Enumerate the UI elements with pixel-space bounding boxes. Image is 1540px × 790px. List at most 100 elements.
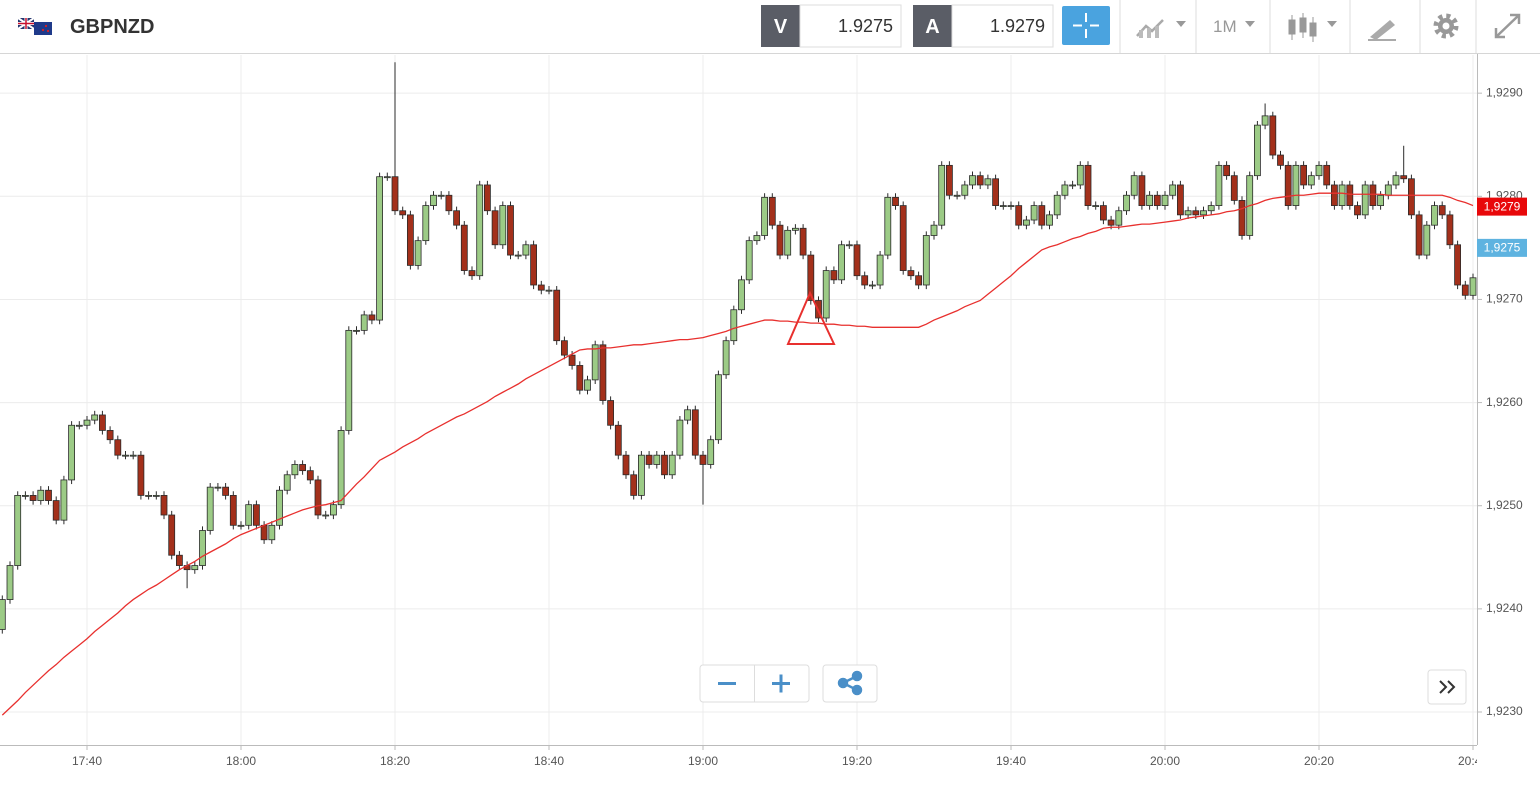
candle-body: [676, 419, 684, 456]
candle-body: [1392, 175, 1400, 186]
candle-body: [1138, 175, 1146, 206]
candle-body: [522, 244, 530, 256]
y-tick-label: 1,9240: [1486, 601, 1523, 615]
toolbar-dividers: [1119, 0, 1477, 53]
candle-body: [976, 175, 984, 186]
candle-body: [430, 194, 437, 206]
candle-body: [1030, 205, 1038, 221]
candle-body: [445, 194, 453, 212]
candle-body: [614, 424, 622, 456]
candle-body: [1338, 184, 1346, 206]
drawing-tools-button[interactable]: [1368, 20, 1396, 41]
x-tick-label: 18:40: [534, 754, 564, 768]
candle-body: [260, 524, 268, 541]
candle-body: [1292, 164, 1300, 206]
candle-style-button[interactable]: [1288, 13, 1337, 42]
candle-body: [353, 329, 360, 332]
candle-body: [1454, 244, 1461, 286]
candle-body: [1069, 184, 1076, 187]
candle-body: [1038, 205, 1046, 226]
candle-body: [206, 486, 214, 531]
candle-body: [745, 240, 753, 281]
candle-body: [799, 227, 807, 256]
ask-button[interactable]: [913, 5, 952, 47]
candle-body: [599, 344, 607, 401]
candle-body: [715, 374, 722, 441]
candle-body: [0, 599, 6, 630]
candle-body: [807, 254, 815, 301]
y-tick-label: 1,9230: [1486, 704, 1523, 718]
candle-body: [1130, 175, 1138, 196]
candle-body: [753, 235, 761, 242]
candle-body: [52, 500, 60, 521]
candle-body: [222, 486, 230, 496]
candle-body: [1123, 194, 1130, 212]
candle-body: [622, 454, 630, 476]
crosshair-icon: [1073, 13, 1099, 38]
bid-button[interactable]: [761, 5, 800, 47]
candle-body: [961, 184, 969, 196]
candle-body: [314, 479, 322, 516]
candle-body: [1192, 210, 1200, 216]
x-tick-label: 20:40: [1458, 754, 1488, 768]
candle-body: [1223, 164, 1230, 177]
price-tag-label: 1,9279: [1484, 199, 1521, 213]
candle-body: [152, 495, 160, 497]
settings-button[interactable]: [1433, 13, 1459, 39]
share-button[interactable]: [822, 664, 878, 703]
candle-body: [1076, 164, 1084, 186]
candle-body: [953, 194, 961, 197]
fullscreen-button[interactable]: [1494, 13, 1521, 39]
candle-body: [1161, 194, 1169, 206]
candle-body: [768, 196, 776, 226]
candle-body: [638, 454, 645, 496]
candle-body: [1300, 164, 1307, 186]
candle-body: [414, 240, 422, 266]
candle-body: [1107, 219, 1115, 226]
candle-body: [1023, 219, 1030, 226]
chart-type-button[interactable]: [1136, 19, 1186, 38]
candle-body: [322, 514, 330, 517]
x-tick-label: 17:40: [72, 754, 102, 768]
x-tick-label: 18:20: [380, 754, 410, 768]
candle-body: [869, 284, 876, 287]
candle-body: [1153, 194, 1161, 206]
candle-body: [1261, 115, 1269, 126]
candle-body: [329, 504, 337, 516]
candle-body: [422, 205, 430, 242]
candle-body: [568, 354, 576, 366]
timeframe[interactable]: 1M: [1213, 17, 1237, 36]
candle-body: [83, 419, 91, 426]
candle-body: [1115, 210, 1123, 226]
candle-body: [245, 504, 253, 526]
candle-body: [1415, 214, 1423, 256]
candle-body: [668, 454, 676, 476]
candle-body: [376, 176, 384, 321]
candle-body: [969, 175, 976, 186]
candle-body: [1331, 184, 1338, 206]
ask-price: 1.9279: [990, 16, 1045, 36]
candle-body: [576, 365, 584, 391]
crosshair-button[interactable]: [1062, 6, 1110, 45]
candle-body: [283, 474, 291, 491]
candle-body: [537, 284, 545, 291]
candle-body: [345, 329, 353, 431]
candle-body: [1384, 184, 1392, 196]
candle-body: [1230, 175, 1238, 201]
candle-body: [291, 464, 299, 476]
candle-body: [60, 479, 68, 521]
candle-body: [360, 314, 368, 331]
candle-body: [1092, 205, 1100, 207]
candle-body: [1215, 164, 1223, 206]
candle-body: [168, 514, 176, 556]
candle-body: [460, 224, 468, 271]
candle-body: [946, 164, 953, 196]
candle-body: [1469, 277, 1477, 296]
y-tick-label: 1,9270: [1486, 292, 1523, 306]
candle-body: [337, 430, 345, 506]
candle-body: [1446, 214, 1454, 246]
candle-body: [75, 424, 83, 427]
candle-body: [691, 409, 699, 456]
candle-body: [391, 176, 399, 212]
candle-body: [1200, 210, 1207, 216]
